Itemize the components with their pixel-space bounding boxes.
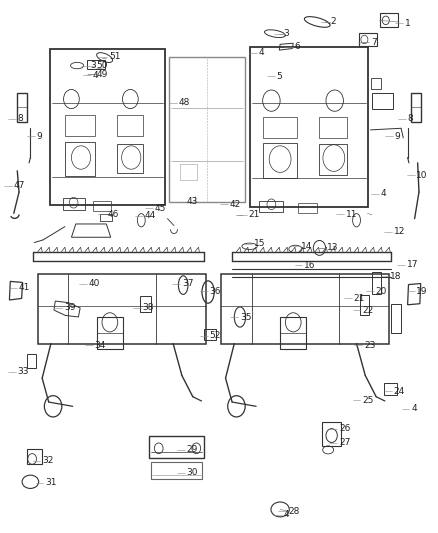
Bar [263,143,297,177]
Bar [17,93,27,122]
Bar [263,117,297,138]
Text: 5: 5 [277,71,283,80]
Text: 27: 27 [339,439,350,448]
Text: 48: 48 [179,98,190,107]
Bar [371,78,381,89]
Bar [117,144,144,173]
Text: 37: 37 [182,279,194,288]
Bar [117,115,144,136]
Bar [97,317,123,349]
Text: 18: 18 [390,272,402,280]
Text: 29: 29 [186,446,198,455]
Text: 22: 22 [362,305,374,314]
Text: 23: 23 [364,341,375,350]
Bar [38,274,206,344]
Bar [250,47,368,207]
Text: 40: 40 [89,279,100,288]
Text: 31: 31 [45,478,57,487]
Bar [141,296,151,312]
Text: 2: 2 [330,18,336,27]
Bar [221,274,389,344]
Text: 9: 9 [395,132,400,141]
Text: 38: 38 [143,303,154,312]
Text: 30: 30 [186,469,198,477]
Bar [259,200,283,212]
Text: 41: 41 [19,283,30,292]
Text: 24: 24 [394,387,405,396]
Text: 50: 50 [97,61,108,70]
Bar [297,203,317,213]
Text: 11: 11 [346,210,357,219]
Text: 52: 52 [209,331,221,340]
Text: 43: 43 [186,197,198,206]
Text: 51: 51 [109,52,120,61]
Text: 28: 28 [288,506,299,515]
Bar [372,93,393,109]
Bar [360,295,369,316]
Bar [27,449,42,464]
Bar [151,462,201,479]
Text: 10: 10 [417,171,428,180]
Bar [372,272,381,294]
Text: 16: 16 [304,261,316,270]
Text: 34: 34 [95,341,106,350]
Bar [93,201,111,211]
Text: 4: 4 [411,405,417,414]
Bar [100,214,112,221]
Text: 6: 6 [294,43,300,52]
Text: 46: 46 [108,210,119,219]
Text: 19: 19 [417,287,428,296]
Text: 44: 44 [145,212,156,221]
Text: 12: 12 [394,228,405,237]
Text: 26: 26 [339,424,350,433]
Text: 14: 14 [301,242,312,251]
Bar [49,49,165,205]
Bar [65,115,95,136]
Text: 39: 39 [64,303,75,312]
Text: 8: 8 [408,114,413,123]
Text: 45: 45 [154,204,166,213]
Bar [204,329,216,340]
Text: 3: 3 [284,29,290,38]
Text: 36: 36 [209,287,221,296]
Text: 35: 35 [240,312,251,321]
Text: 4: 4 [284,510,289,519]
Text: 21: 21 [249,211,260,220]
Text: 1: 1 [405,19,410,28]
Text: 33: 33 [17,367,29,376]
Bar [359,33,377,46]
Bar [149,435,204,458]
Bar [392,304,401,333]
Bar [87,60,106,69]
Bar [169,57,245,201]
Text: 8: 8 [17,114,23,123]
Bar [65,142,95,176]
Text: 42: 42 [230,200,241,209]
Text: 15: 15 [254,239,265,248]
Bar [63,198,85,209]
Bar [280,317,306,349]
Text: 4: 4 [92,70,98,79]
Bar [180,165,197,180]
Bar [318,117,347,138]
Text: 4: 4 [381,189,386,198]
Bar [318,144,347,175]
Text: 21: 21 [353,294,365,303]
Text: 32: 32 [42,456,53,465]
Text: 7: 7 [371,38,377,47]
Text: 13: 13 [327,244,339,253]
Bar [27,354,36,368]
Text: 47: 47 [14,181,25,190]
Text: 4: 4 [258,49,264,57]
Text: 49: 49 [97,70,108,78]
Bar [322,422,341,446]
Text: 3: 3 [90,61,96,70]
Bar [411,93,421,122]
Text: 9: 9 [36,132,42,141]
Text: 20: 20 [375,287,387,296]
Text: 17: 17 [407,261,418,269]
Text: 25: 25 [362,396,374,405]
Bar [380,13,398,27]
Bar [384,383,397,395]
